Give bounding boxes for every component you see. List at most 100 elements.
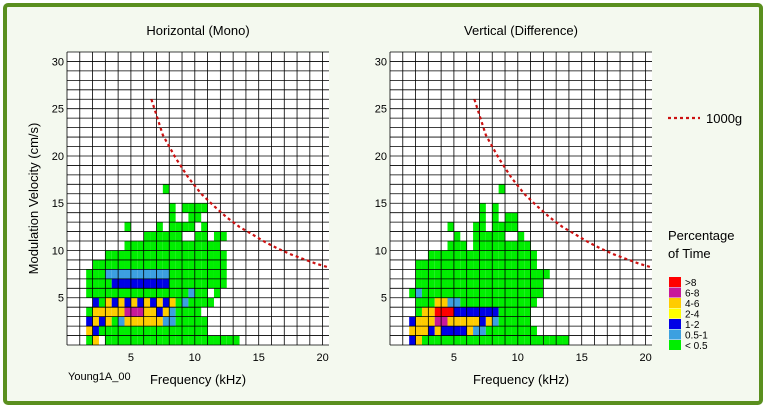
heatmap-cell <box>111 288 119 298</box>
heatmap-cell <box>156 288 163 298</box>
x-axis-label: Frequency (kHz) <box>473 372 569 387</box>
heatmap-cell <box>428 269 435 279</box>
heatmap-cell <box>169 203 176 213</box>
y-tick-label: 10 <box>52 245 64 257</box>
heatmap-cell <box>118 250 125 260</box>
heatmap-cell <box>98 259 106 270</box>
heatmap-cell <box>428 288 435 298</box>
heatmap-cell <box>118 278 125 289</box>
heatmap-cell <box>511 297 518 308</box>
heatmap-cell <box>194 326 202 336</box>
heatmap-cell <box>137 316 144 327</box>
heatmap-cell <box>226 335 234 345</box>
heatmap-cell <box>505 212 512 223</box>
heatmap-cell <box>194 269 202 279</box>
heatmap-cell <box>188 269 195 279</box>
heatmap-cell <box>194 231 202 242</box>
heatmap-cell <box>194 335 202 345</box>
heatmap-cell <box>92 259 99 270</box>
heatmap-cell <box>473 241 480 251</box>
heatmap-cell <box>492 241 499 251</box>
legend-item-label: < 0.5 <box>685 341 708 352</box>
heatmap-cell <box>492 316 499 327</box>
heatmap-cell <box>473 231 480 242</box>
heatmap-cell <box>130 278 138 289</box>
heatmap-cell <box>479 259 486 270</box>
heatmap-cell <box>517 316 525 327</box>
heatmap-cell <box>441 335 448 345</box>
heatmap-cell <box>207 241 214 251</box>
heatmap-cell <box>150 259 157 270</box>
heatmap-cell <box>434 278 442 289</box>
heatmap-cell <box>111 269 119 279</box>
heatmap-cell <box>421 288 429 298</box>
heatmap-cell <box>137 241 144 251</box>
heatmap-cell <box>169 288 176 298</box>
heatmap-cell <box>536 278 544 289</box>
heatmap-cell <box>447 288 454 298</box>
heatmap-cell <box>466 269 474 279</box>
heatmap-cell <box>188 278 195 289</box>
heatmap-cell <box>536 335 544 345</box>
heatmap-cell <box>143 316 151 327</box>
heatmap-cell <box>505 297 512 308</box>
heatmap-cell <box>473 316 480 327</box>
heatmap-cell <box>492 297 499 308</box>
heatmap-cell <box>137 307 144 317</box>
heatmap-cell <box>530 250 537 260</box>
heatmap-cell <box>143 250 151 260</box>
heatmap-cell <box>150 241 157 251</box>
heatmap-cell <box>169 212 176 223</box>
heatmap-cell <box>492 288 499 298</box>
heatmap-cell <box>421 335 429 345</box>
heatmap-cell <box>194 250 202 260</box>
heatmap-cell <box>517 288 525 298</box>
y-tick-label: 15 <box>52 198 64 210</box>
heatmap-cell <box>453 297 461 308</box>
heatmap-cell <box>505 307 512 317</box>
heatmap-cell <box>137 297 144 308</box>
heatmap-cell <box>492 278 499 289</box>
heatmap-cell <box>466 259 474 270</box>
heatmap-cell <box>530 297 537 308</box>
heatmap-cell <box>530 259 537 270</box>
heatmap-cell <box>498 259 506 270</box>
heatmap-cell <box>453 269 461 279</box>
heatmap-cell <box>150 297 157 308</box>
heatmap-cell <box>505 241 512 251</box>
heatmap-cell <box>188 250 195 260</box>
heatmap-cell <box>118 335 125 345</box>
heatmap-cell <box>175 222 183 232</box>
heatmap-cell <box>415 269 422 279</box>
heatmap-cell <box>428 316 435 327</box>
heatmap-cell <box>447 316 454 327</box>
heatmap-cell <box>182 316 189 327</box>
heatmap-cell <box>479 231 486 242</box>
heatmap-cell <box>188 288 195 298</box>
heatmap-cell <box>86 288 93 298</box>
heatmap-cell <box>143 307 151 317</box>
heatmap-cell <box>86 278 93 289</box>
heatmap-cell <box>498 288 506 298</box>
heatmap-cell <box>473 307 480 317</box>
heatmap-cell <box>111 278 119 289</box>
heatmap-cell <box>479 222 486 232</box>
heatmap-cell <box>479 212 486 223</box>
heatmap-cell <box>447 250 454 260</box>
heatmap-cell <box>498 316 506 327</box>
heatmap-cell <box>434 259 442 270</box>
heatmap-cell <box>124 241 131 251</box>
heatmap-cell <box>92 269 99 279</box>
heatmap-cell <box>169 278 176 289</box>
y-tick-label: 20 <box>375 151 387 163</box>
heatmap-cell <box>498 326 506 336</box>
heatmap-cell <box>530 269 537 279</box>
heatmap-cell <box>98 288 106 298</box>
heatmap-cell <box>505 326 512 336</box>
heatmap-cell <box>517 278 525 289</box>
heatmap-cell <box>453 231 461 242</box>
heatmap-cell <box>524 241 531 251</box>
heatmap-cell <box>118 259 125 270</box>
heatmap-cell <box>479 297 486 308</box>
heatmap-cell <box>169 316 176 327</box>
